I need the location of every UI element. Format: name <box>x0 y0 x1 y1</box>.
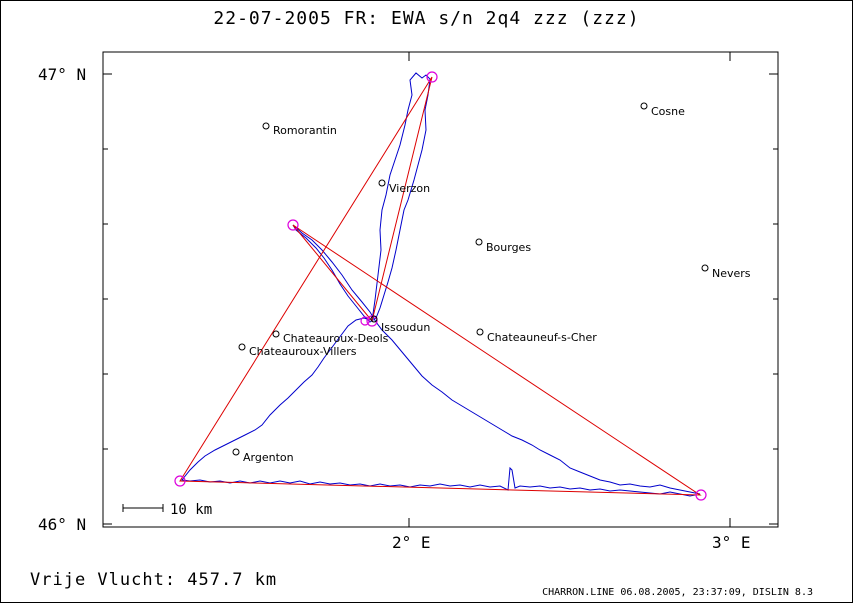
svg-text:Bourges: Bourges <box>486 241 531 254</box>
turnpoint-marker <box>174 475 186 487</box>
lon-label-2: 2° E <box>392 533 431 552</box>
axis-ticks <box>103 52 778 527</box>
svg-text:Romorantin: Romorantin <box>273 124 337 137</box>
places: Romorantin Cosne Vierzon Bourges Nevers … <box>232 102 751 464</box>
turnpoints <box>174 71 707 501</box>
svg-text:Issoudun: Issoudun <box>381 321 430 334</box>
lon-label-3: 3° E <box>712 533 751 552</box>
place-cosne: Cosne <box>640 102 685 118</box>
place-bourges: Bourges <box>475 238 531 254</box>
place-issoudun: Issoudun <box>370 315 430 334</box>
turnpoint-marker <box>360 316 370 326</box>
place-vierzon: Vierzon <box>378 179 430 195</box>
scale-bar: 10 km <box>122 502 212 518</box>
gps-track <box>181 72 701 497</box>
svg-text:Chateauneuf-s-Cher: Chateauneuf-s-Cher <box>487 331 597 344</box>
svg-text:Nevers: Nevers <box>712 267 751 280</box>
place-argenton: Argenton <box>232 448 294 464</box>
plot-area <box>102 51 779 528</box>
turnpoint-marker <box>287 219 299 231</box>
svg-text:Chateauroux-Villers: Chateauroux-Villers <box>249 345 357 358</box>
place-chateauroux-deols: Chateauroux-Deols <box>272 330 389 345</box>
place-nevers: Nevers <box>701 264 751 280</box>
place-romorantin: Romorantin <box>262 122 337 137</box>
distance-readout: Vrije Vlucht: 457.7 km <box>30 570 278 590</box>
svg-text:Vierzon: Vierzon <box>389 182 430 195</box>
place-chateauroux-villers: Chateauroux-Villers <box>238 343 357 358</box>
svg-text:Cosne: Cosne <box>651 105 685 118</box>
place-chateauneuf-s-cher: Chateauneuf-s-Cher <box>476 328 597 344</box>
lat-label-bottom: 46° N <box>38 515 86 534</box>
svg-text:Chateauroux-Deols: Chateauroux-Deols <box>283 332 389 345</box>
credits-line: CHARRON.LINE 06.08.2005, 23:37:09, DISLI… <box>542 587 813 598</box>
turnpoint-marker <box>695 489 707 501</box>
lat-label-top: 47° N <box>38 65 86 84</box>
turnpoint-marker <box>366 315 378 327</box>
scale-bar-label: 10 km <box>170 502 212 518</box>
map-title: 22-07-2005 FR: EWA s/n 2q4 zzz (zzz) <box>213 8 640 29</box>
task-route <box>179 76 702 496</box>
turnpoint-marker <box>426 71 438 83</box>
svg-text:Argenton: Argenton <box>243 451 294 464</box>
